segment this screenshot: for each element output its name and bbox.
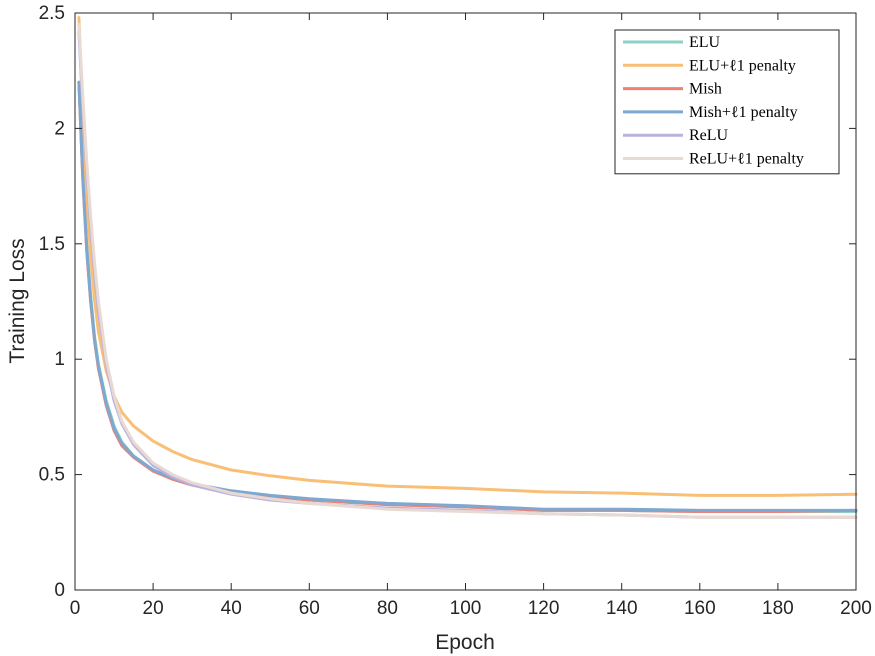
legend-entry: ELU+ℓ1 penalty [689, 57, 796, 74]
legend: ELU ELU+ℓ1 penalty Mish Mish+ℓ1 penalty ReLU… [614, 29, 840, 175]
x-axis-label: Epoch [435, 631, 495, 654]
legend-box [614, 29, 840, 175]
legend-entry: Mish+ℓ1 penalty [689, 104, 798, 121]
x-tick-label: 160 [684, 598, 716, 619]
y-axis-label: Training Loss [6, 238, 29, 363]
x-tick-label: 140 [606, 598, 638, 619]
tick-layer: 0 20 40 60 80 100 120 140 160 180 200 0 0.5 1 1.5 2 2.5 [39, 3, 872, 619]
y-tick-label: 1.5 [39, 234, 65, 255]
legend-entry: ReLU+ℓ1 penalty [689, 151, 804, 168]
legend-entry: ReLU [689, 127, 729, 144]
y-tick-label: 1 [54, 349, 65, 370]
x-tick-label: 20 [143, 598, 164, 619]
y-tick-label: 0 [54, 580, 65, 601]
x-tick-label: 40 [221, 598, 242, 619]
y-tick-label: 0.5 [39, 465, 65, 486]
x-tick-label: 180 [762, 598, 794, 619]
y-tick-label: 2.5 [39, 3, 65, 24]
legend-entry: ELU [689, 34, 721, 51]
x-tick-label: 100 [450, 598, 482, 619]
x-tick-label: 80 [377, 598, 398, 619]
y-tick-label: 2 [54, 118, 65, 139]
series-line-1 [77, 16, 858, 497]
x-tick-label: 60 [299, 598, 320, 619]
x-tick-label: 120 [528, 598, 560, 619]
series-line-5 [77, 23, 858, 519]
series-layer [77, 16, 858, 519]
x-tick-label: 200 [840, 598, 872, 619]
legend-entry: Mish [689, 81, 722, 98]
x-tick-label: 0 [70, 598, 81, 619]
